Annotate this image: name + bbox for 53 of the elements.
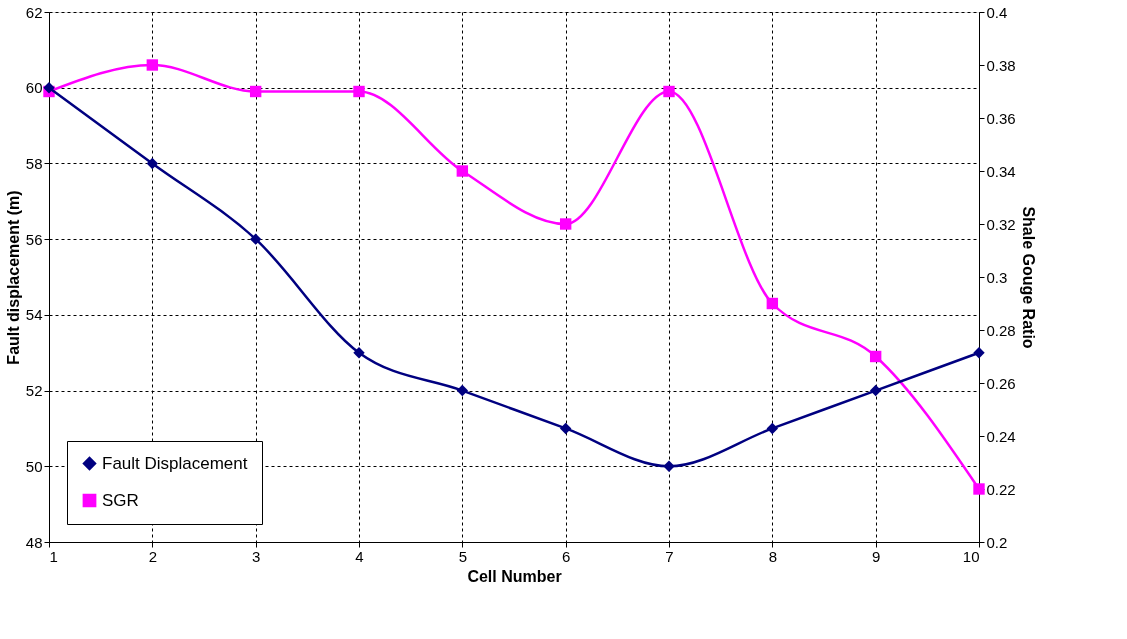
y2-tick-label: 0.38	[986, 56, 1016, 74]
legend-label: Fault Displacement	[102, 453, 248, 473]
x-tick-label: 8	[768, 547, 778, 565]
point	[146, 157, 159, 170]
y2-tick-label: 0.32	[986, 215, 1016, 233]
point	[766, 297, 779, 310]
x-tick-label: 4	[355, 547, 364, 565]
y-tick-label: 62	[25, 3, 43, 21]
y-tick-label: 50	[25, 457, 43, 475]
y2-tick-label: 0.3	[986, 268, 1008, 286]
point	[869, 384, 882, 397]
point	[456, 384, 469, 397]
y2-tick-label: 0.22	[986, 480, 1016, 498]
point	[249, 233, 262, 245]
y-tick-label: 52	[25, 382, 43, 400]
y-tick-label: 58	[25, 154, 43, 172]
y-axis-title: Fault displacement (m)	[4, 190, 22, 365]
x-tick-label: 2	[148, 547, 158, 565]
y-tick-label: 60	[25, 79, 43, 97]
point	[353, 347, 365, 359]
x-tick-label: 1	[49, 547, 58, 565]
legend-label: SGR	[102, 490, 139, 510]
x-tick-label: 3	[251, 547, 261, 565]
point	[973, 347, 985, 359]
point	[456, 165, 469, 177]
x-tick-label: 7	[665, 547, 674, 565]
point	[766, 422, 779, 435]
x-tick-label: 10	[962, 547, 980, 565]
point	[663, 85, 675, 98]
y2-tick-label: 0.36	[986, 109, 1016, 127]
y2-tick-label: 0.4	[986, 3, 1008, 21]
point	[146, 59, 159, 71]
point	[869, 350, 882, 363]
point	[559, 218, 572, 230]
y-tick-label: 54	[25, 306, 43, 324]
y2-tick-label: 0.24	[986, 427, 1016, 445]
y-tick-label: 48	[25, 533, 43, 551]
point	[973, 483, 985, 495]
point	[663, 460, 675, 472]
x-axis-title: Cell Number	[467, 567, 562, 585]
point	[249, 85, 262, 98]
point	[353, 85, 365, 98]
point	[559, 422, 572, 435]
y2-tick-label: 0.2	[986, 533, 1008, 551]
y2-axis-title: Shale Gouge Ratio	[1019, 206, 1037, 349]
x-tick-label: 9	[871, 547, 881, 565]
x-tick-label: 6	[561, 547, 571, 565]
y2-tick-label: 0.28	[986, 321, 1016, 339]
y2-tick-label: 0.26	[986, 374, 1016, 392]
y2-tick-label: 0.34	[986, 162, 1016, 180]
x-tick-label: 5	[458, 547, 468, 565]
point	[43, 82, 55, 94]
y-tick-label: 56	[25, 230, 43, 248]
